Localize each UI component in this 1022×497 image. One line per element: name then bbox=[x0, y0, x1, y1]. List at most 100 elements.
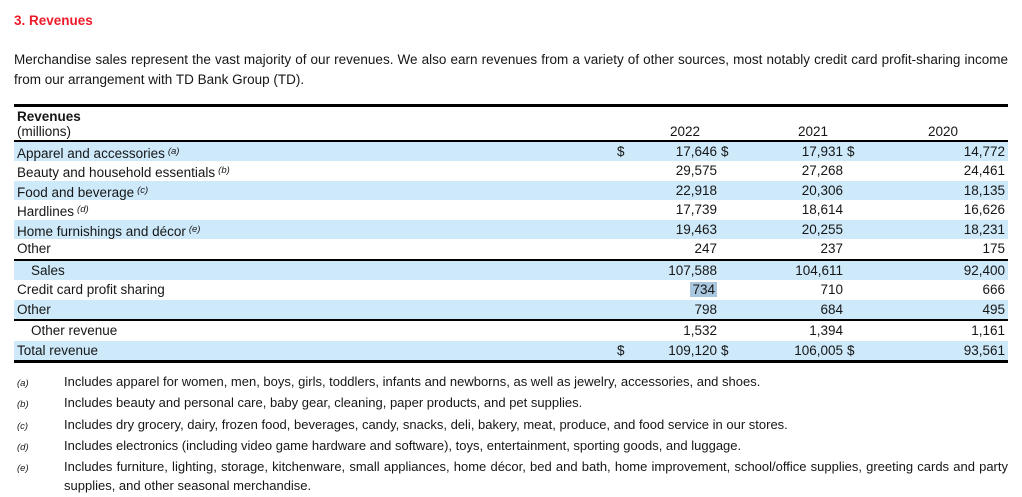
currency-symbol bbox=[617, 261, 629, 281]
revenues-table: Revenues (millions) 2022 2021 2020 Appar… bbox=[14, 103, 1008, 363]
currency-symbol bbox=[617, 280, 629, 300]
value-cell-2021: 104,611 bbox=[795, 262, 843, 278]
footnote-a: (a) Includes apparel for women, men, boy… bbox=[14, 372, 1008, 393]
currency-symbol bbox=[717, 321, 729, 341]
table-row-credit-card: Credit card profit sharing 734 710 666 bbox=[14, 280, 1008, 300]
row-label-text: Hardlines bbox=[17, 204, 75, 219]
subtotal-rule bbox=[14, 319, 1008, 321]
value-cell-2021: 17,931 bbox=[801, 143, 843, 159]
currency-symbol bbox=[617, 200, 629, 220]
value-cell-2022: 17,646 bbox=[675, 143, 717, 159]
value-cell-2020: 175 bbox=[982, 241, 1005, 256]
table-top-rule bbox=[14, 103, 1008, 107]
footnote-ref: (b) bbox=[218, 165, 230, 176]
table-row-home-furnishings: Home furnishings and décor (e) 19,463 20,… bbox=[14, 219, 1008, 240]
column-header-2022: 2022 bbox=[669, 123, 700, 139]
row-label: Other bbox=[14, 300, 617, 320]
table-row-other-revenue-subtotal: Other revenue 1,532 1,394 1,161 bbox=[14, 321, 1008, 341]
currency-symbol bbox=[717, 161, 729, 181]
value-cell-2022: 22,918 bbox=[675, 182, 717, 198]
currency-symbol bbox=[717, 220, 729, 240]
currency-symbol bbox=[843, 220, 855, 240]
table-row-beauty: Beauty and household essentials (b) 29,57… bbox=[14, 161, 1008, 181]
currency-symbol bbox=[717, 280, 729, 300]
value-cell-2022: 1,532 bbox=[683, 323, 717, 338]
table-row-hardlines: Hardlines (d) 17,739 18,614 16,626 bbox=[14, 200, 1008, 220]
footnote-marker: (e) bbox=[17, 463, 29, 475]
value-cell-2021: 18,614 bbox=[801, 202, 843, 217]
value-cell-2021: 237 bbox=[820, 241, 843, 256]
currency-symbol bbox=[717, 300, 729, 320]
currency-symbol: $ bbox=[847, 143, 855, 159]
value-cell-2022: 734 bbox=[629, 280, 717, 300]
currency-symbol: $ bbox=[721, 342, 729, 358]
table-row-other-merchandise: Other 247 237 175 bbox=[14, 239, 1008, 259]
row-label: Food and beverage (c) bbox=[14, 181, 617, 201]
footnote-text: Includes dry grocery, dairy, frozen food… bbox=[64, 416, 788, 432]
table-row-apparel: Apparel and accessories (a) $ 17,646 $ 17… bbox=[14, 141, 1008, 161]
row-label-text: Other bbox=[17, 241, 51, 256]
section-heading: 3. Revenues bbox=[14, 13, 93, 28]
row-label-text: Other revenue bbox=[31, 323, 118, 338]
subtotal-rule bbox=[14, 258, 1008, 261]
currency-symbol bbox=[843, 261, 855, 281]
column-header-2020: 2020 bbox=[927, 123, 958, 139]
value-cell-2020: 1,161 bbox=[971, 323, 1005, 338]
currency-symbol bbox=[617, 300, 629, 320]
table-title-block: Revenues (millions) bbox=[14, 109, 617, 139]
row-label-text: Apparel and accessories bbox=[17, 145, 165, 161]
footnote-ref: (d) bbox=[77, 204, 89, 215]
footnote-ref: (a) bbox=[167, 145, 180, 157]
currency-symbol bbox=[617, 161, 629, 181]
value-cell-2020: 24,461 bbox=[963, 163, 1005, 178]
currency-symbol bbox=[717, 261, 729, 281]
currency-symbol: $ bbox=[617, 342, 625, 358]
currency-symbol bbox=[617, 239, 629, 259]
currency-symbol: $ bbox=[847, 342, 855, 358]
table-row-sales-subtotal: Sales 107,588 104,611 92,400 bbox=[14, 260, 1008, 281]
currency-symbol bbox=[843, 239, 855, 259]
value-cell-2020: 92,400 bbox=[963, 262, 1005, 278]
value-cell-2022: 109,120 bbox=[668, 342, 717, 358]
footnote-marker: (b) bbox=[17, 399, 29, 411]
value-cell-2022: 798 bbox=[694, 301, 717, 317]
currency-symbol bbox=[843, 300, 855, 320]
footnote-marker: (a) bbox=[17, 378, 29, 389]
row-label-text: Total revenue bbox=[17, 342, 99, 358]
value-cell-2021: 710 bbox=[820, 282, 843, 297]
currency-symbol bbox=[843, 181, 855, 201]
footnotes-section: (a) Includes apparel for women, men, boy… bbox=[14, 372, 1008, 496]
footnote-d: (d) Includes electronics (including vide… bbox=[14, 436, 1008, 457]
row-label: Other bbox=[14, 239, 617, 259]
row-label: Sales bbox=[14, 261, 617, 281]
currency-symbol bbox=[717, 200, 729, 220]
value-cell-2022: 29,575 bbox=[675, 163, 717, 178]
value-cell-2020: 666 bbox=[982, 282, 1005, 297]
table-row-food: Food and beverage (c) 22,918 20,306 18,13… bbox=[14, 180, 1008, 201]
row-label-text: Beauty and household essentials bbox=[17, 165, 216, 180]
table-subtitle: (millions) bbox=[17, 123, 71, 139]
footnote-ref: (c) bbox=[137, 184, 149, 196]
footnote-ref: (e) bbox=[188, 223, 201, 235]
row-label-text: Home furnishings and décor bbox=[17, 223, 186, 239]
row-label-text: Other bbox=[17, 301, 51, 317]
row-label: Hardlines (d) bbox=[14, 200, 617, 220]
currency-symbol: $ bbox=[617, 143, 625, 159]
currency-symbol bbox=[843, 161, 855, 181]
value-cell-2021: 106,005 bbox=[794, 342, 843, 358]
footnote-text: Includes electronics (including video ga… bbox=[64, 437, 742, 453]
selected-text-highlight[interactable]: 734 bbox=[690, 282, 717, 297]
currency-symbol bbox=[843, 280, 855, 300]
row-label: Beauty and household essentials (b) bbox=[14, 161, 617, 181]
footnote-marker: (d) bbox=[17, 441, 29, 453]
footnote-marker: (c) bbox=[17, 420, 29, 432]
table-row-total-revenue: Total revenue $ 109,120 $ 106,005 $ 93,5… bbox=[14, 340, 1008, 360]
row-label-text: Food and beverage bbox=[17, 184, 135, 200]
currency-symbol: $ bbox=[721, 143, 729, 159]
footnote-c: (c) Includes dry grocery, dairy, frozen … bbox=[14, 415, 1008, 436]
value-cell-2020: 14,772 bbox=[963, 143, 1005, 159]
column-header-2021: 2021 bbox=[797, 123, 828, 139]
value-cell-2022: 19,463 bbox=[675, 221, 717, 237]
value-cell-2021: 20,306 bbox=[801, 182, 843, 198]
footnote-text: Includes apparel for women, men, boys, g… bbox=[64, 374, 761, 389]
